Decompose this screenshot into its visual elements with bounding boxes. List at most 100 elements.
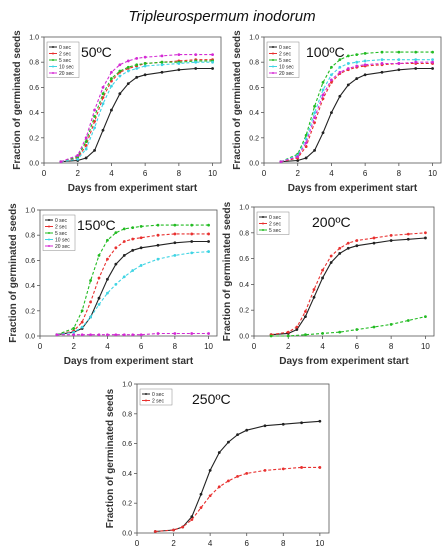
x-tick-label: 4 xyxy=(109,169,114,178)
data-point xyxy=(156,233,160,237)
legend-label: 20 sec xyxy=(59,71,74,77)
series-line-20-sec xyxy=(60,54,213,163)
data-point xyxy=(304,141,308,145)
panel-4: 0.0 0.2 0.4 0.6 0.8 1.0 0 2 4 6 8 10 Days from exper… xyxy=(222,201,435,367)
data-point xyxy=(93,126,96,130)
legend-label: 2 sec xyxy=(279,51,291,57)
data-point xyxy=(330,111,333,114)
data-point xyxy=(304,315,307,319)
data-point xyxy=(329,261,333,264)
y-tick-label: 0.2 xyxy=(122,501,132,508)
data-point xyxy=(321,268,324,272)
legend-box xyxy=(266,41,300,78)
y-tick-label: 0.6 xyxy=(249,85,259,92)
y-tick-label: 0.8 xyxy=(249,60,259,67)
data-point xyxy=(300,421,303,425)
x-tick-label: 10 xyxy=(421,342,430,351)
x-tick-label: 0 xyxy=(252,342,257,351)
data-point xyxy=(135,63,139,67)
x-tick-label: 0 xyxy=(135,539,140,548)
data-point xyxy=(346,241,350,245)
data-point xyxy=(330,80,333,84)
data-point xyxy=(355,328,359,331)
data-point xyxy=(110,77,113,80)
series-line-20-sec xyxy=(280,61,433,163)
series-line-5-sec xyxy=(56,224,209,336)
data-point xyxy=(313,116,316,120)
data-point xyxy=(76,157,80,161)
y-tick-label: 0.4 xyxy=(249,110,259,117)
data-point xyxy=(173,332,177,335)
data-point xyxy=(89,333,92,337)
legend-label: 5 sec xyxy=(59,58,71,64)
data-point xyxy=(346,246,350,250)
data-point xyxy=(263,424,267,428)
panel-temperature-label: 200ºC xyxy=(312,214,351,230)
data-point xyxy=(72,330,76,334)
data-point xyxy=(431,58,434,62)
y-tick-label: 1.0 xyxy=(25,208,35,215)
data-point xyxy=(363,59,367,63)
data-point xyxy=(346,54,350,58)
legend-swatch-point xyxy=(272,52,274,55)
data-point xyxy=(304,156,308,160)
data-point xyxy=(355,64,359,68)
data-point xyxy=(406,232,410,236)
data-point xyxy=(312,288,316,291)
data-point xyxy=(431,60,434,64)
data-point xyxy=(194,60,198,64)
panel-temperature-label: 50ºC xyxy=(81,44,112,60)
data-point xyxy=(321,88,325,92)
series-line-2-sec xyxy=(155,466,320,533)
data-point xyxy=(131,248,135,252)
data-point xyxy=(72,327,76,330)
data-point xyxy=(318,419,322,423)
data-point xyxy=(131,226,135,230)
panels: 0.0 0.2 0.4 0.6 0.8 1.0 0 2 4 6 8 10 Days from exper… xyxy=(8,30,442,548)
y-tick-label: 1.0 xyxy=(29,35,39,42)
data-point xyxy=(406,237,410,241)
data-point xyxy=(380,62,384,65)
y-tick-label: 0.6 xyxy=(25,258,35,265)
data-point xyxy=(135,67,139,70)
data-point xyxy=(122,227,126,231)
x-tick-label: 8 xyxy=(389,342,394,351)
data-point xyxy=(329,254,333,258)
legend-swatch-point xyxy=(48,238,50,241)
x-tick-label: 2 xyxy=(75,169,80,178)
data-point xyxy=(208,469,212,472)
series-line-0-sec xyxy=(60,67,213,163)
data-point xyxy=(304,133,308,137)
x-tick-label: 2 xyxy=(71,342,76,351)
y-axis-title: Fraction of germinated seeds xyxy=(222,201,233,341)
series-line-2-sec xyxy=(56,233,209,336)
data-point xyxy=(55,333,59,337)
data-point xyxy=(106,257,109,261)
x-tick-label: 6 xyxy=(139,342,144,351)
y-tick-label: 0.2 xyxy=(29,135,39,142)
data-point xyxy=(207,240,210,243)
y-axis-title: Fraction of germinated seeds xyxy=(8,203,19,343)
data-point xyxy=(59,160,63,164)
series-line-10-sec xyxy=(60,61,213,163)
data-point xyxy=(217,485,221,489)
x-tick-label: 10 xyxy=(428,169,437,178)
data-point xyxy=(217,451,221,454)
data-point xyxy=(135,57,139,60)
panel-2: 0.0 0.2 0.4 0.6 0.8 1.0 0 2 4 6 8 10 Days from exper… xyxy=(232,30,442,194)
data-point xyxy=(338,246,342,250)
data-point xyxy=(97,296,101,300)
data-point xyxy=(286,334,290,338)
data-point xyxy=(355,53,359,57)
legend-box xyxy=(256,211,290,235)
series-line-5-sec xyxy=(271,316,426,337)
data-point xyxy=(380,50,384,54)
x-tick-label: 0 xyxy=(262,169,267,178)
data-point xyxy=(414,67,418,70)
data-point xyxy=(97,333,101,337)
legend-swatch-point xyxy=(52,72,54,74)
data-point xyxy=(122,240,126,243)
data-point xyxy=(414,58,418,62)
data-point xyxy=(321,131,325,135)
data-point xyxy=(114,231,118,235)
